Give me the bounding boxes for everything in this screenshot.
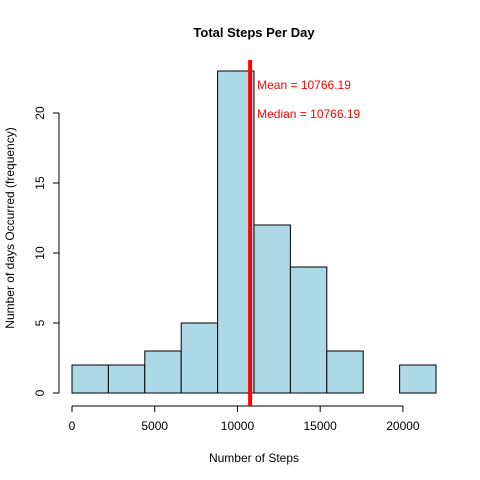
histogram-bar-1: [107, 364, 146, 394]
x-tick-label-1: 5000: [141, 419, 168, 433]
y-axis: 0 5 10 15 20: [33, 106, 60, 396]
histogram-bar-4: [217, 70, 255, 394]
y-tick-label-3: 15: [33, 176, 47, 190]
y-tick-label-2: 10: [33, 246, 47, 260]
x-axis: 0 5000 10000 15000 20000: [69, 405, 420, 433]
bars-group: [71, 70, 437, 394]
x-tick-label-3: 15000: [303, 419, 337, 433]
x-axis-label: Number of Steps: [209, 451, 299, 465]
y-axis-label: Number of days Occurred (frequency): [3, 127, 17, 328]
histogram-bar-9: [399, 364, 437, 394]
annotation-mean: Mean = 10766.19: [257, 78, 351, 92]
annotations-group: Mean = 10766.19 Median = 10766.19: [257, 78, 360, 121]
histogram-bar-3: [180, 322, 219, 394]
y-tick-label-4: 20: [33, 106, 47, 120]
histogram-bar-0: [71, 364, 109, 394]
x-tick-label-0: 0: [69, 419, 76, 433]
x-tick-label-4: 20000: [386, 419, 420, 433]
histogram-bar-7: [326, 350, 364, 394]
histogram-bar-5: [253, 224, 291, 394]
annotation-median: Median = 10766.19: [257, 107, 360, 121]
chart-title: Total Steps Per Day: [193, 25, 315, 40]
x-tick-label-2: 10000: [221, 419, 255, 433]
y-tick-label-1: 5: [33, 319, 47, 326]
y-tick-label-0: 0: [33, 389, 47, 396]
histogram-bar-2: [144, 350, 182, 394]
histogram-bar-6: [289, 266, 328, 394]
